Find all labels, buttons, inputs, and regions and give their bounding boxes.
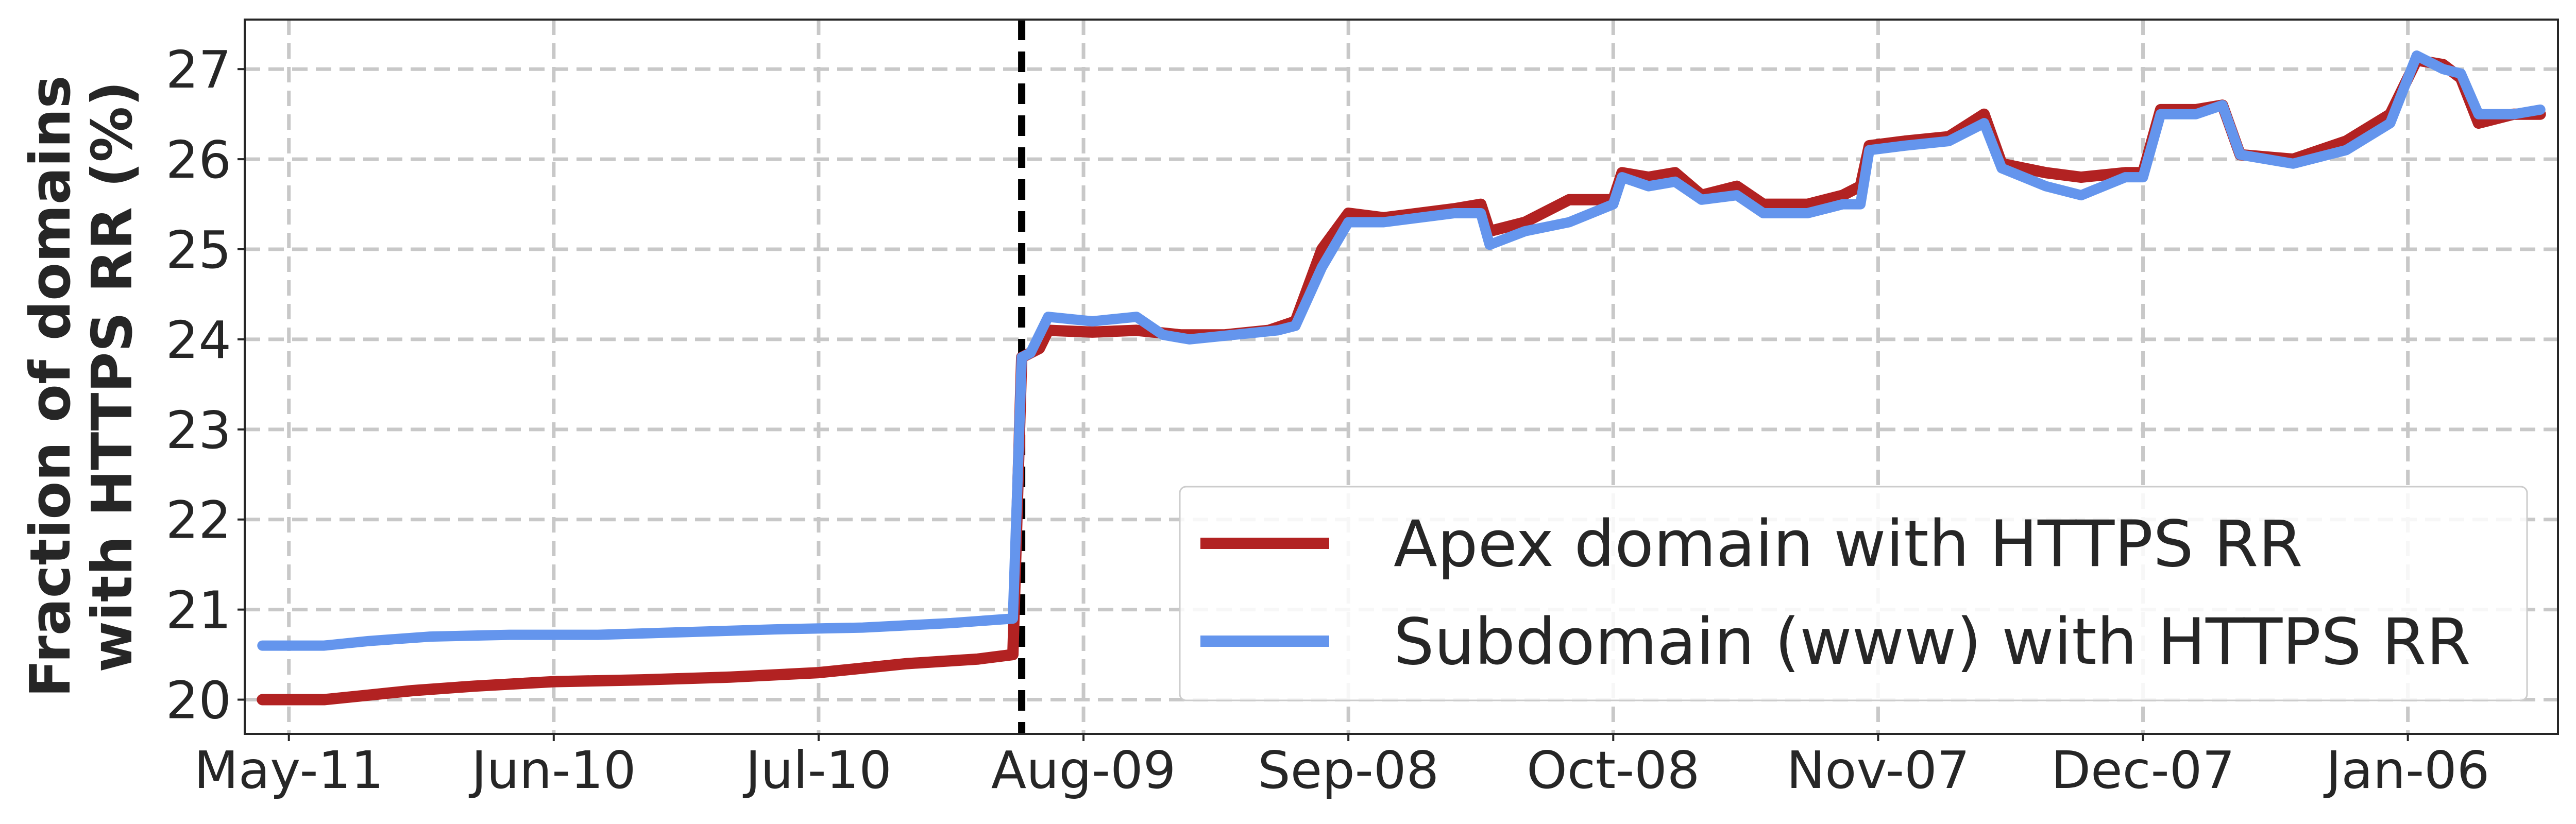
x-axis-ticks: May-11 Jun-10 Jul-10 Aug-09 Sep-08 Oct-08 Nov-… — [194, 734, 2489, 800]
x-tick-label: Sep-08 — [1258, 740, 1439, 800]
y-tick-label: 20 — [166, 671, 231, 731]
x-tick-label: May-11 — [194, 740, 384, 800]
y-axis-label: Fraction of domains with HTTPS RR (%) — [19, 56, 145, 698]
y-axis-label-line-2: with HTTPS RR (%) — [80, 81, 145, 673]
legend-entry-apex: Apex domain with HTTPS RR — [1394, 507, 2303, 581]
y-tick-label: 25 — [166, 220, 231, 280]
y-tick-label: 21 — [166, 580, 231, 641]
plot-frame — [244, 19, 2559, 735]
x-tick-label: Dec-07 — [2051, 740, 2235, 800]
legend-entry-subdomain: Subdomain (www) with HTTPS RR — [1394, 605, 2471, 679]
series-lines — [257, 50, 2546, 706]
x-tick-label: Jun-10 — [468, 740, 636, 800]
y-tick-label: 23 — [166, 400, 231, 460]
legend-box — [1179, 486, 2528, 701]
x-tick-label: Nov-07 — [1787, 740, 1970, 800]
x-tick-label: Oct-08 — [1527, 740, 1700, 800]
y-axis-ticks: 20 21 22 23 24 25 26 27 — [166, 40, 245, 731]
x-tick-label: Jan-06 — [2323, 740, 2489, 800]
y-tick-label: 26 — [166, 130, 231, 190]
x-tick-label: Aug-09 — [991, 740, 1176, 800]
x-tick-label: Jul-10 — [742, 740, 892, 800]
legend: Apex domain with HTTPS RR Subdomain (www… — [1179, 486, 2528, 701]
y-tick-label: 24 — [166, 310, 231, 370]
y-tick-label: 22 — [166, 490, 231, 551]
y-tick-label: 27 — [166, 40, 231, 100]
y-axis-label-line-1: Fraction of domains — [19, 75, 83, 697]
series-line-subdomain — [257, 50, 2546, 651]
